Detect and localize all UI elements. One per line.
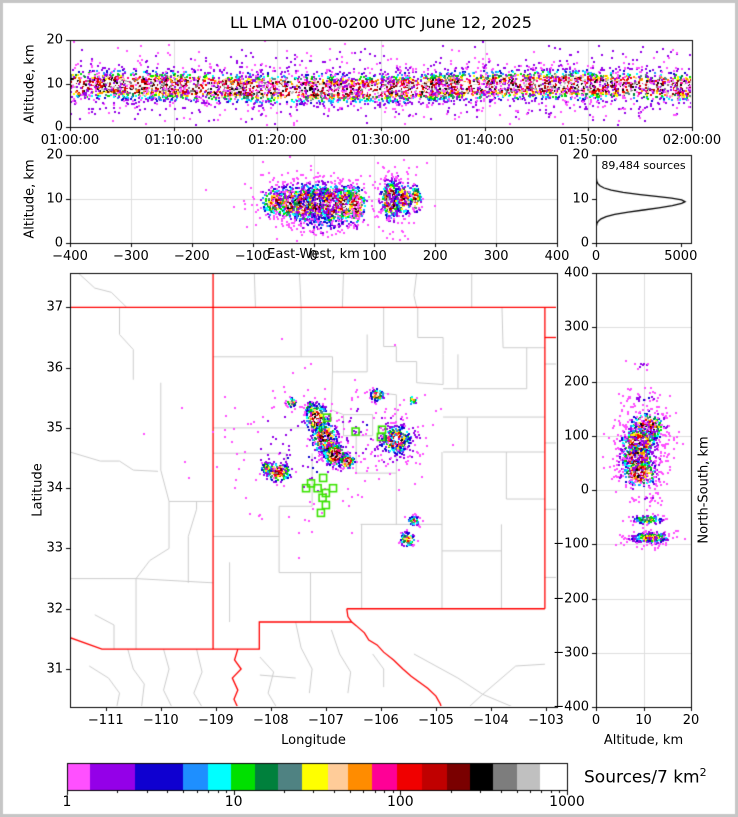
map-x-tick-label: −107 — [308, 713, 344, 728]
ew-height-x-tick-label: 100 — [361, 249, 387, 264]
map-y-tick-label: 36 — [46, 360, 63, 376]
ew-height-x-tick-label: 300 — [483, 249, 509, 264]
map-x-tick-label: −106 — [363, 713, 399, 728]
ns-height-y-tick-label: 200 — [564, 374, 589, 389]
time-height-x-tick-label: 01:10:00 — [144, 133, 203, 148]
ew-height-x-tick-label: −100 — [234, 249, 271, 264]
time-height-x-tick-label: 02:00:00 — [662, 133, 722, 148]
plan-view-map-panel — [70, 273, 557, 707]
time-height-x-tick-label: 01:30:00 — [351, 133, 411, 148]
time-height-x-tick-label: 01:40:00 — [455, 133, 514, 148]
ew-height-x-tick-label: 200 — [422, 249, 448, 264]
ns-height-xlabel: Altitude, km — [603, 733, 684, 748]
ew-height-x-tick-label: 400 — [544, 249, 570, 264]
ns-height-y-tick-label: 400 — [564, 265, 589, 281]
ew-height-x-tick-label: −400 — [52, 249, 88, 264]
ns-height-x-tick-label: 0 — [591, 713, 601, 728]
map-x-tick-label: −104 — [473, 713, 509, 728]
map-x-tick-label: −111 — [87, 713, 124, 728]
histogram-y-tick-label: 0 — [580, 235, 589, 251]
time-height-x-tick-label: 01:00:00 — [40, 133, 100, 148]
time-height-y-tick-label: 20 — [46, 32, 63, 48]
map-y-tick-label: 32 — [46, 601, 63, 617]
ew-height-xlabel: East-West, km — [267, 247, 360, 262]
map-x-tick-label: −103 — [528, 713, 564, 728]
ns-height-ylabel: North-South, km — [696, 436, 712, 544]
ew-height-y-tick-label: 10 — [46, 191, 63, 207]
east-west-height-panel — [70, 155, 557, 243]
colorbar-tick-label: 100 — [386, 794, 414, 810]
map-y-tick-label: 37 — [46, 299, 63, 315]
map-x-tick-label: −110 — [142, 713, 179, 728]
time-height-panel — [70, 40, 692, 127]
ns-height-y-tick-label: −300 — [553, 645, 589, 661]
map-y-tick-label: 34 — [46, 480, 63, 496]
colorbar-tick-label: 10 — [224, 794, 243, 810]
figure-title: LL LMA 0100-0200 UTC June 12, 2025 — [230, 13, 532, 32]
ew-height-x-tick-label: 0 — [309, 249, 318, 264]
colorbar-tick-label: 1 — [62, 794, 72, 810]
histogram-y-tick-label: 20 — [572, 147, 589, 163]
ns-height-y-tick-label: 0 — [580, 482, 589, 498]
histogram-y-tick-label: 10 — [572, 191, 589, 207]
ew-height-y-tick-label: 20 — [46, 147, 63, 163]
map-x-tick-label: −105 — [418, 713, 454, 728]
ns-height-y-tick-label: 300 — [564, 319, 589, 335]
time-height-y-tick-label: 0 — [54, 119, 63, 135]
colorbar — [67, 763, 567, 790]
time-height-x-tick-label: 01:20:00 — [248, 133, 307, 148]
north-south-height-panel — [596, 273, 691, 707]
colorbar-tick-label: 1000 — [549, 794, 585, 810]
map-x-tick-label: −108 — [252, 713, 289, 728]
colorbar-label-sup: 2 — [699, 766, 707, 779]
map-xlabel: Longitude — [281, 733, 346, 748]
ew-height-x-tick-label: −200 — [173, 249, 210, 264]
map-y-tick-label: 33 — [46, 540, 63, 556]
map-ylabel: Latitude — [30, 463, 46, 517]
ns-height-y-tick-label: −100 — [553, 536, 589, 552]
source-count-annotation: 89,484 sources — [601, 159, 686, 172]
colorbar-label: Sources/7 km2 — [584, 766, 707, 788]
ew-height-x-tick-label: −300 — [113, 249, 149, 264]
colorbar-label-text: Sources/7 km — [584, 767, 700, 788]
ew-height-y-tick-label: 0 — [54, 235, 63, 251]
ns-height-y-tick-label: −400 — [553, 699, 589, 715]
ns-height-y-tick-label: 100 — [564, 428, 589, 444]
map-y-tick-label: 31 — [46, 661, 63, 677]
ns-height-x-tick-label: 10 — [635, 713, 652, 728]
ew-height-ylabel: Altitude, km — [22, 159, 38, 239]
map-y-tick-label: 35 — [46, 420, 63, 436]
ns-height-x-tick-label: 20 — [682, 713, 700, 728]
time-height-ylabel: Altitude, km — [22, 44, 38, 124]
histogram-x-tick-label: 0 — [591, 249, 601, 264]
time-height-y-tick-label: 10 — [46, 76, 63, 91]
histogram-x-tick-label: 5000 — [664, 249, 698, 264]
ns-height-y-tick-label: −200 — [553, 591, 589, 606]
map-x-tick-label: −109 — [197, 713, 234, 728]
time-height-x-tick-label: 01:50:00 — [559, 133, 618, 148]
